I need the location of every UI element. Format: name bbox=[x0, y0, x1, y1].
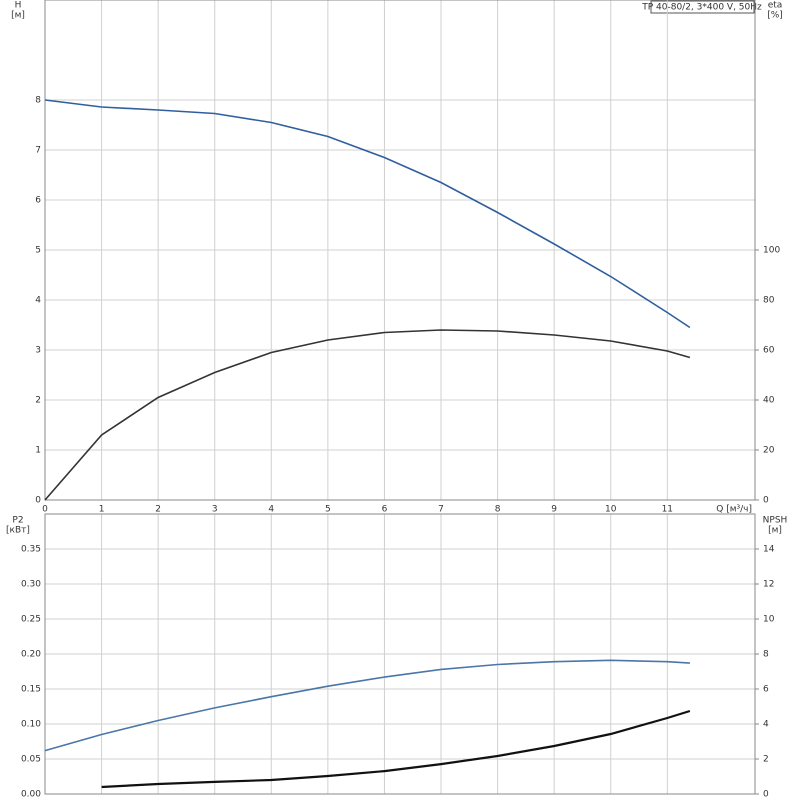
x-tick-label: 2 bbox=[155, 505, 161, 515]
y2-tick-label: 6 bbox=[763, 685, 769, 695]
y-tick-label: 4 bbox=[35, 296, 41, 306]
y-tick-label: 5 bbox=[35, 246, 41, 256]
title-box bbox=[650, 0, 755, 14]
x-tick-label: 9 bbox=[551, 505, 557, 515]
y2-tick-label: 4 bbox=[763, 720, 769, 730]
y2-axis-unit: [%] bbox=[767, 11, 783, 21]
y2-tick-label: 40 bbox=[763, 396, 775, 406]
y-axis-unit: [м] bbox=[11, 11, 25, 21]
chart-title: TP 40-80/2, 3*400 V, 50Hz bbox=[641, 3, 762, 13]
x-tick-label: 1 bbox=[99, 505, 105, 515]
plot-frame bbox=[44, 513, 756, 795]
curve bbox=[44, 99, 691, 329]
y-tick-label: 0.15 bbox=[21, 685, 41, 695]
y-tick-label: 0.25 bbox=[21, 615, 41, 625]
x-tick-label: 5 bbox=[325, 505, 331, 515]
y2-tick-label: 14 bbox=[763, 545, 775, 555]
y2-tick-label: 8 bbox=[763, 650, 769, 660]
x-tick-label: 8 bbox=[495, 505, 501, 515]
y-tick-label: 0.00 bbox=[21, 790, 41, 800]
y-tick-label: 0.35 bbox=[21, 545, 41, 555]
y2-tick-label: 0 bbox=[763, 496, 769, 506]
y2-tick-label: 0 bbox=[763, 790, 769, 800]
y2-tick-label: 10 bbox=[763, 615, 775, 625]
x-tick-label: 3 bbox=[212, 505, 218, 515]
y-tick-label: 0.30 bbox=[21, 580, 41, 590]
x-tick-label: 7 bbox=[438, 505, 444, 515]
y-axis-label: P2 bbox=[12, 516, 23, 526]
y-tick-label: 7 bbox=[35, 146, 41, 156]
y2-axis-label: eta bbox=[768, 1, 783, 11]
y-tick-label: 2 bbox=[35, 396, 41, 406]
y-tick-label: 0 bbox=[35, 496, 41, 506]
y-tick-label: 3 bbox=[35, 346, 41, 356]
y-tick-label: 8 bbox=[35, 96, 41, 106]
x-tick-label: 11 bbox=[662, 505, 673, 515]
y2-tick-label: 80 bbox=[763, 296, 775, 306]
y2-tick-label: 60 bbox=[763, 346, 775, 356]
x-axis-label: Q [м³/ч] bbox=[716, 505, 752, 515]
x-tick-label: 10 bbox=[605, 505, 617, 515]
x-tick-label: 4 bbox=[268, 505, 274, 515]
y2-axis-label: NPSH bbox=[763, 516, 788, 526]
curve bbox=[44, 329, 691, 501]
y2-tick-label: 100 bbox=[763, 246, 780, 256]
y-tick-label: 0.10 bbox=[21, 720, 41, 730]
y2-tick-label: 2 bbox=[763, 755, 769, 765]
curve bbox=[44, 659, 690, 752]
curve bbox=[101, 709, 691, 789]
plot-frame bbox=[44, 0, 756, 501]
y-tick-label: 1 bbox=[35, 446, 41, 456]
y-axis-unit: [кВт] bbox=[6, 526, 30, 536]
y2-tick-label: 20 bbox=[763, 446, 775, 456]
y-tick-label: 0.20 bbox=[21, 650, 41, 660]
y-axis-label: H bbox=[15, 1, 22, 11]
y2-tick-label: 12 bbox=[763, 580, 774, 590]
y-tick-label: 0.05 bbox=[21, 755, 41, 765]
y2-axis-unit: [м] bbox=[768, 526, 782, 536]
y-tick-label: 6 bbox=[35, 196, 41, 206]
x-tick-label: 0 bbox=[42, 505, 48, 515]
x-tick-label: 6 bbox=[382, 505, 388, 515]
